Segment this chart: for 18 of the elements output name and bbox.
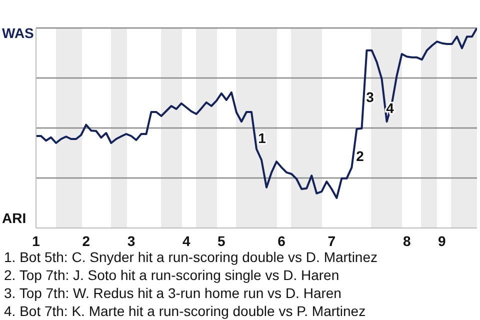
text: 3. Top 7th: W. Redus hit a 3-run home run vs D. Haren (4, 284, 342, 302)
x-tick-label: 8 (402, 232, 411, 249)
annotation: 1 (258, 130, 266, 146)
text: 2. Top 7th: J. Soto hit a run-scoring single vs D. Haren (4, 266, 340, 284)
x-tick-label: 9 (438, 232, 446, 249)
x-tick-label: 1 (32, 232, 40, 249)
x-tick-label: 7 (328, 232, 336, 249)
text: ARI (2, 210, 26, 226)
annotation: 3 (366, 89, 374, 105)
x-tick-label: 3 (127, 232, 136, 249)
text: 1. Bot 5th: C. Snyder hit a run-scoring double vs D. Martinez (4, 248, 379, 266)
x-tick-label: 4 (182, 232, 190, 249)
text: 4. Bot 7th: K. Marte hit a run-scoring double vs P. Martinez (4, 302, 367, 320)
annotation: 2 (356, 148, 364, 164)
x-tick-label: 2 (82, 232, 90, 249)
text: WAS (2, 25, 34, 41)
x-tick-label: 6 (278, 232, 286, 249)
x-tick-label: 5 (218, 232, 226, 249)
